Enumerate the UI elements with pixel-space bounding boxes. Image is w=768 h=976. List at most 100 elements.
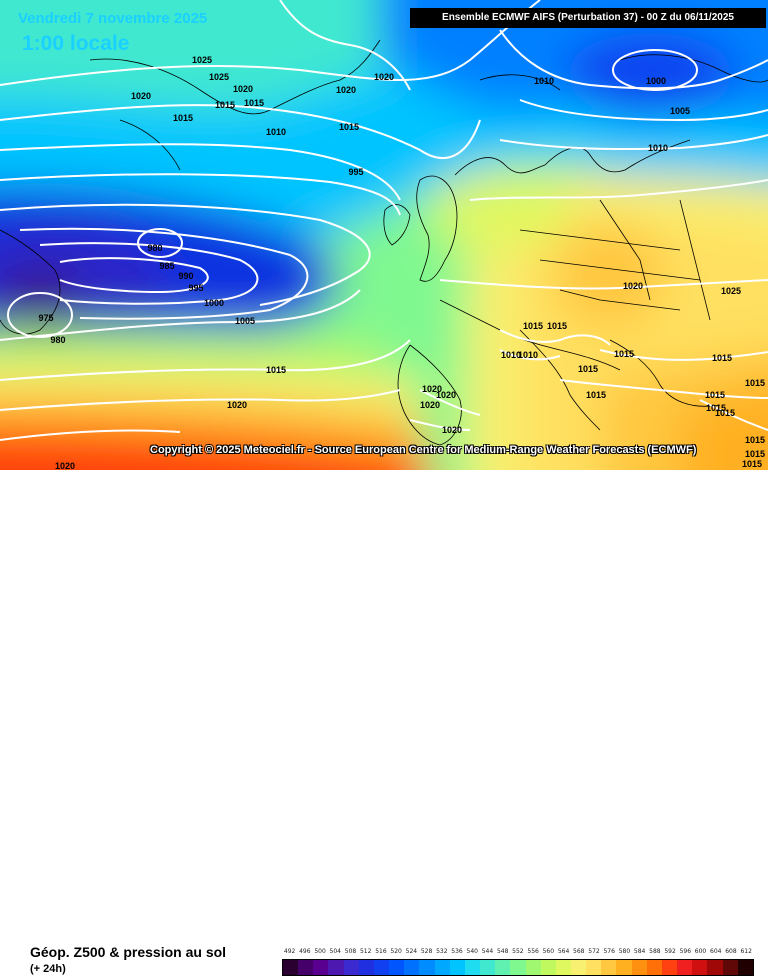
legend-label: 508 [344, 948, 357, 955]
legend-label: 524 [405, 948, 418, 955]
legend-label: 528 [420, 948, 433, 955]
legend-swatch [358, 960, 374, 975]
legend-label: 540 [466, 948, 478, 955]
isobar-label: 1020 [436, 390, 456, 400]
isobar-label: 1010 [266, 127, 286, 137]
legend-label: 560 [542, 948, 555, 955]
isobar-label: 1000 [646, 76, 666, 86]
legend-label: 520 [390, 948, 402, 955]
legend-label: 608 [725, 948, 737, 955]
legend-label: 580 [618, 948, 631, 955]
isobar-label: 1015 [706, 403, 726, 413]
isobar-label: 1025 [721, 286, 741, 296]
legend-swatch [540, 960, 556, 975]
isobar-labels: 1025 1025 1020 1015 1015 1020 1015 1020 … [38, 55, 765, 470]
legend-swatch [601, 960, 617, 975]
isobar-label: 1015 [578, 364, 598, 374]
legend-bar [282, 959, 754, 976]
legend-swatch [555, 960, 571, 975]
legend-swatch [525, 960, 541, 975]
legend-label: 492 [283, 948, 296, 955]
isobar-label: 1025 [192, 55, 212, 65]
isobar-label: 1015 [742, 459, 762, 469]
date-label: Vendredi 7 novembre 2025 [18, 10, 208, 27]
isobar-label: 1010 [648, 143, 668, 153]
isobar-label: 995 [188, 283, 203, 293]
legend-label: 536 [451, 948, 463, 955]
isobar-label: 1015 [745, 378, 765, 388]
legend-label: 516 [375, 948, 387, 955]
legend-label: 588 [649, 948, 661, 955]
coastlines [0, 39, 768, 446]
isobar-label: 1020 [374, 72, 394, 82]
isobar-label: 1020 [55, 461, 75, 470]
legend-swatch [419, 960, 435, 975]
legend-swatch [464, 960, 481, 975]
legend-label: 572 [588, 948, 600, 955]
isobar-label: 1020 [131, 91, 151, 101]
legend-swatch [646, 960, 662, 975]
isobar-label: 990 [178, 271, 193, 281]
isobar-label: 1005 [670, 106, 690, 116]
legend-label: 532 [436, 948, 448, 955]
legend-label: 504 [329, 948, 341, 955]
legend-swatch [449, 960, 465, 975]
map-svg: 1025 1025 1020 1015 1015 1020 1015 1020 … [0, 0, 768, 470]
isobar-label: 1020 [422, 384, 442, 394]
legend-swatch [313, 960, 329, 975]
isobar-label: 1015 [705, 390, 725, 400]
isobar-label: 1015 [745, 449, 765, 459]
legend-swatch [480, 960, 496, 975]
legend-label: 568 [573, 948, 585, 955]
legend-swatch [404, 960, 420, 975]
legend-swatch [616, 960, 632, 975]
legend-swatch [298, 960, 314, 975]
isobar-label: 980 [50, 335, 65, 345]
isobar-label: 1015 [586, 390, 606, 400]
legend-label: 552 [512, 948, 524, 955]
model-info-banner: Ensemble ECMWF AIFS (Perturbation 37) - … [410, 8, 766, 28]
isobar-label: 1015 [614, 349, 634, 359]
legend-label: 576 [603, 948, 615, 955]
legend-swatch [510, 960, 526, 975]
isobar-label: 1015 [715, 408, 735, 418]
legend-swatch [707, 960, 723, 975]
isobar-label: 1020 [623, 281, 643, 291]
isobar-label: 1020 [233, 84, 253, 94]
weather-map: 1025 1025 1020 1015 1015 1020 1015 1020 … [0, 0, 768, 470]
legend-label: 600 [694, 948, 707, 955]
isobar-label: 975 [38, 313, 53, 323]
local-time-label: 1:00 locale [22, 32, 130, 55]
isobar-label: 1020 [420, 400, 440, 410]
isobar-label: 1010 [534, 76, 554, 86]
isobar-label: 1015 [712, 353, 732, 363]
legend-label: 612 [740, 948, 752, 955]
legend-label: 592 [664, 948, 676, 955]
legend-swatch [570, 960, 587, 975]
isobar-label: 980 [147, 243, 162, 253]
isobar-label: 1025 [209, 72, 229, 82]
legend-label: 500 [314, 948, 326, 955]
isobar-label: 1015 [173, 113, 193, 123]
isobar-label: 1015 [244, 98, 264, 108]
legend-label: 596 [679, 948, 692, 955]
legend-label: 556 [527, 948, 539, 955]
legend-label: 584 [633, 948, 646, 955]
isobar-label: 1015 [523, 321, 543, 331]
forecast-hour: (+ 24h) [30, 963, 66, 975]
legend-swatch [495, 960, 511, 975]
isobars [0, 0, 768, 441]
legend-label: 548 [496, 948, 509, 955]
legend-swatch [389, 960, 405, 975]
legend-label: 544 [481, 948, 494, 955]
legend-label: 604 [710, 948, 722, 955]
legend-swatch [661, 960, 678, 975]
legend-swatch [677, 960, 693, 975]
copyright-text: Copyright © 2025 Meteociel.fr - Source E… [150, 444, 697, 456]
footer-bar: Géop. Z500 & pression au sol (+ 24h) 492… [0, 470, 768, 976]
isobar-label: 1005 [235, 316, 255, 326]
isobar-label: 1010 [518, 350, 538, 360]
product-title: Géop. Z500 & pression au sol [30, 944, 227, 960]
isobar-label: 1020 [227, 400, 247, 410]
isobar-label: 985 [159, 261, 174, 271]
